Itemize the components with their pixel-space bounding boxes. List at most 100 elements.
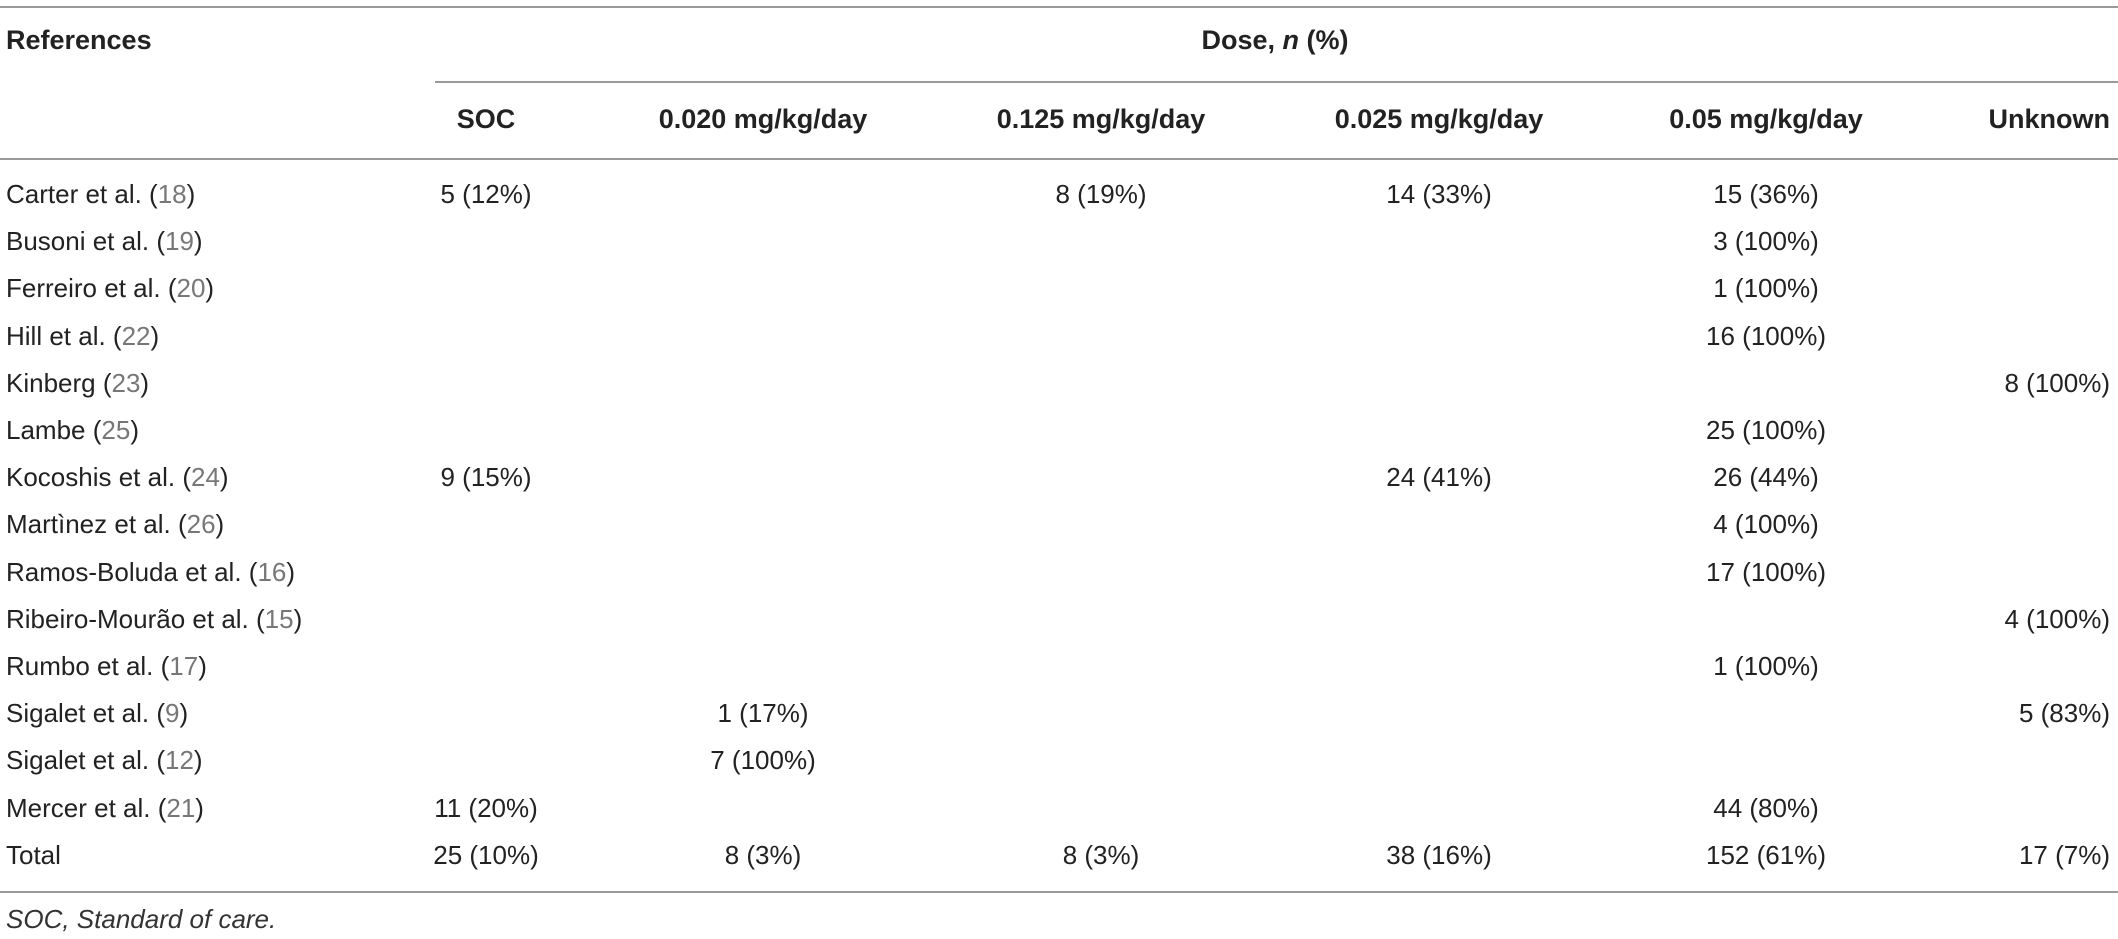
dose-cell: 4 (100%) <box>1713 509 1819 539</box>
citation-close: ) <box>219 462 229 492</box>
column-header: 0.05 mg/kg/day <box>1669 104 1863 134</box>
reference-cell: Martìnez et al. (26) <box>6 509 224 539</box>
column-header: 0.025 mg/kg/day <box>1334 104 1544 134</box>
dose-cell: 5 (83%) <box>2018 698 2110 728</box>
dose-cell: 1 (100%) <box>1713 273 1819 303</box>
column-header: 0.125 mg/kg/day <box>996 104 1206 134</box>
reference-cell: Total <box>6 840 61 870</box>
dose-header-n: n <box>1282 25 1300 55</box>
reference-cell: Busoni et al. (19) <box>6 226 203 256</box>
table-top-rule <box>0 6 2118 8</box>
reference-cell: Kocoshis et al. (24) <box>6 462 229 492</box>
reference-cell: Hill et al. (22) <box>6 321 159 351</box>
reference-cell: Ferreiro et al. (20) <box>6 273 214 303</box>
reference-name: Ribeiro-Mourão et al. ( <box>6 604 265 634</box>
reference-cell: Ramos-Boluda et al. (16) <box>6 557 295 587</box>
citation-close: ) <box>130 415 139 445</box>
citation-number: 25 <box>101 415 131 445</box>
dose-cell: 17 (100%) <box>1706 557 1826 587</box>
dose-cell: 9 (15%) <box>440 462 532 492</box>
dose-cell: 1 (17%) <box>717 698 809 728</box>
citation-close: ) <box>186 179 196 209</box>
reference-name: Ramos-Boluda et al. ( <box>6 557 258 587</box>
reference-cell: Mercer et al. (21) <box>6 793 204 823</box>
dose-cell: 11 (20%) <box>434 793 538 823</box>
reference-name: Mercer et al. ( <box>6 793 167 823</box>
dose-cell: 3 (100%) <box>1713 226 1819 256</box>
citation-close: ) <box>140 368 150 398</box>
reference-cell: Sigalet et al. (12) <box>6 745 203 775</box>
citation-close: ) <box>286 557 296 587</box>
citation-close: ) <box>195 793 204 823</box>
dose-cell: 8 (3%) <box>1062 840 1140 870</box>
column-header: Unknown <box>1988 104 2111 134</box>
table-bottom-rule <box>0 891 2118 893</box>
citation-number: 22 <box>121 321 151 351</box>
dose-cell: 8 (19%) <box>1055 179 1147 209</box>
dose-header: Dose, n (%) <box>1201 25 1348 55</box>
citation-close: ) <box>193 745 203 775</box>
citation-number: 16 <box>257 557 287 587</box>
reference-cell: Sigalet et al. (9) <box>6 698 188 728</box>
dose-cell: 8 (100%) <box>2004 368 2111 398</box>
table-footnote: SOC, Standard of care. <box>6 904 277 934</box>
citation-close: ) <box>193 226 203 256</box>
citation-close: ) <box>293 604 303 634</box>
dose-cell: 15 (36%) <box>1713 179 1819 209</box>
dose-cell: 44 (80%) <box>1713 793 1819 823</box>
dose-header-rule <box>435 81 2118 83</box>
citation-number: 23 <box>111 368 141 398</box>
citation-close: ) <box>205 273 215 303</box>
reference-cell: Lambe (25) <box>6 415 139 445</box>
reference-name: Hill et al. ( <box>6 321 122 351</box>
citation-number: 21 <box>166 793 196 823</box>
reference-name: Kocoshis et al. ( <box>6 462 191 492</box>
citation-number: 15 <box>264 604 294 634</box>
dose-cell: 17 (7%) <box>2018 840 2110 870</box>
citation-number: 19 <box>164 226 194 256</box>
reference-name: Martìnez et al. ( <box>6 509 187 539</box>
reference-cell: Carter et al. (18) <box>6 179 195 209</box>
reference-name: Sigalet et al. ( <box>6 698 165 728</box>
dose-cell: 8 (3%) <box>724 840 802 870</box>
dose-cell: 38 (16%) <box>1386 840 1492 870</box>
dose-cell: 24 (41%) <box>1386 462 1492 492</box>
citation-close: ) <box>150 321 160 351</box>
citation-number: 17 <box>169 651 199 681</box>
citation-number: 26 <box>186 509 216 539</box>
reference-name: Ferreiro et al. ( <box>6 273 177 303</box>
dose-cell: 26 (44%) <box>1713 462 1819 492</box>
reference-name: Carter et al. ( <box>6 179 158 209</box>
reference-name: Kinberg ( <box>6 368 112 398</box>
citation-close: ) <box>179 698 189 728</box>
citation-number: 20 <box>176 273 206 303</box>
reference-cell: Ribeiro-Mourão et al. (15) <box>6 604 302 634</box>
reference-name: Sigalet et al. ( <box>6 745 165 775</box>
dose-cell: 1 (100%) <box>1713 651 1819 681</box>
reference-name: Rumbo et al. ( <box>6 651 170 681</box>
dose-cell: 25 (10%) <box>433 840 539 870</box>
dose-cell: 4 (100%) <box>2004 604 2111 634</box>
dose-cell: 14 (33%) <box>1386 179 1492 209</box>
header-bottom-rule <box>0 158 2118 160</box>
reference-name: Lambe ( <box>6 415 102 445</box>
citation-number: 18 <box>157 179 187 209</box>
references-header: References <box>6 25 152 55</box>
reference-name: Busoni et al. ( <box>6 226 165 256</box>
column-header: 0.020 mg/kg/day <box>658 104 868 134</box>
dose-cell: 25 (100%) <box>1706 415 1826 445</box>
citation-number: 24 <box>190 462 220 492</box>
citation-close: ) <box>215 509 225 539</box>
dose-header-prefix: Dose, <box>1201 25 1283 55</box>
dose-cell: 7 (100%) <box>710 745 816 775</box>
column-header: SOC <box>456 104 516 134</box>
citation-close: ) <box>198 651 207 681</box>
reference-cell: Kinberg (23) <box>6 368 149 398</box>
dose-header-suffix: (%) <box>1299 25 1349 55</box>
reference-cell: Rumbo et al. (17) <box>6 651 207 681</box>
dose-cell: 5 (12%) <box>440 179 532 209</box>
dose-cell: 16 (100%) <box>1706 321 1826 351</box>
citation-number: 12 <box>164 745 194 775</box>
reference-name: Total <box>6 840 61 870</box>
